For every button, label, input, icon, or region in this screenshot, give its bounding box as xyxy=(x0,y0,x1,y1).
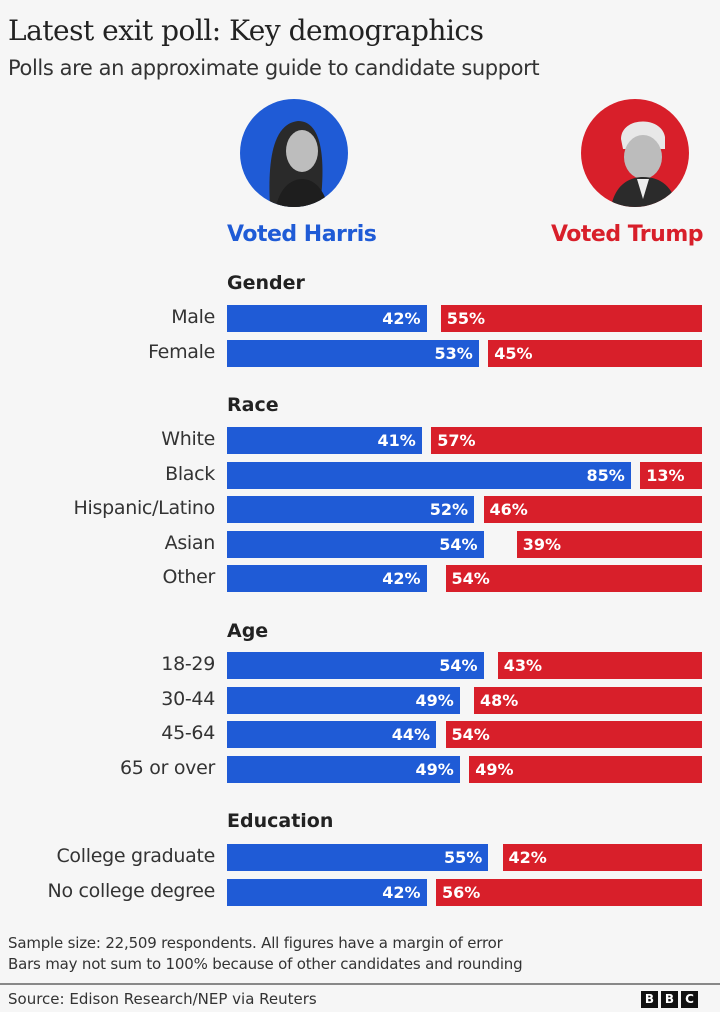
harris-value: 49% xyxy=(415,759,454,779)
trump-bar: 54% xyxy=(445,565,702,592)
trump-bar: 43% xyxy=(497,652,702,679)
group-heading: Education xyxy=(227,810,334,832)
harris-value: 54% xyxy=(439,534,478,554)
harris-value: 52% xyxy=(429,500,468,519)
harris-bar: 42% xyxy=(227,305,427,332)
trump-bar: 56% xyxy=(436,878,702,906)
group-heading: Gender xyxy=(227,272,305,294)
chart-title: Latest exit poll: Key demographics xyxy=(8,14,484,47)
row-label: Asian xyxy=(164,531,216,554)
row-label: Black xyxy=(165,462,215,485)
row-label: Female xyxy=(148,340,215,363)
trump-bar: 54% xyxy=(445,721,702,748)
note-sample-size: Sample size: 22,509 respondents. All fig… xyxy=(8,934,503,952)
row-label: 30-44 xyxy=(161,687,215,710)
harris-bar: 52% xyxy=(227,496,474,523)
trump-bar: 42% xyxy=(502,844,702,871)
harris-value: 55% xyxy=(443,848,483,867)
chart-subtitle: Polls are an approximate guide to candid… xyxy=(8,56,540,80)
note-rounding: Bars may not sum to 100% because of othe… xyxy=(8,955,523,973)
harris-value: 85% xyxy=(586,465,625,485)
trump-bar: 55% xyxy=(440,305,702,332)
trump-bar: 39% xyxy=(516,530,702,558)
trump-bar: 57% xyxy=(431,427,702,454)
trump-value: 13% xyxy=(646,465,685,485)
harris-value: 42% xyxy=(382,569,421,588)
row-label: 45-64 xyxy=(161,722,215,744)
harris-portrait xyxy=(240,99,348,207)
harris-bar: 54% xyxy=(227,652,484,679)
harris-bar: 42% xyxy=(227,565,427,592)
divider xyxy=(0,983,720,985)
trump-value: 43% xyxy=(503,656,543,675)
trump-bar: 49% xyxy=(469,755,702,783)
harris-bar: 42% xyxy=(227,878,427,906)
row-label: 65 or over xyxy=(119,756,215,779)
harris-bar: 49% xyxy=(227,755,460,783)
harris-value: 54% xyxy=(439,656,478,675)
trump-bar: 48% xyxy=(474,686,702,714)
harris-bar: 55% xyxy=(227,844,489,871)
harris-value: 49% xyxy=(415,690,454,710)
trump-value: 55% xyxy=(446,309,486,328)
trump-portrait xyxy=(581,99,689,207)
harris-label: Voted Harris xyxy=(227,222,377,247)
harris-bar: 41% xyxy=(227,427,422,454)
row-label: Hispanic/Latino xyxy=(73,497,216,519)
trump-value: 54% xyxy=(451,725,490,744)
harris-bar: 44% xyxy=(227,721,436,748)
harris-value: 53% xyxy=(434,343,473,363)
trump-value: 57% xyxy=(437,431,476,450)
row-label: White xyxy=(161,428,215,450)
trump-label: Voted Trump xyxy=(550,222,704,247)
harris-value: 44% xyxy=(391,725,430,744)
harris-bar: 49% xyxy=(227,686,460,714)
trump-value: 46% xyxy=(489,500,528,519)
harris-bar: 85% xyxy=(227,461,631,489)
source: Source: Edison Research/NEP via Reuters xyxy=(8,990,317,1008)
group-heading: Race xyxy=(227,394,279,416)
row-label: 18-29 xyxy=(161,653,215,675)
trump-bar: 46% xyxy=(483,496,702,523)
row-label: Other xyxy=(162,566,216,588)
trump-bar: 45% xyxy=(488,339,702,367)
trump-value: 56% xyxy=(442,882,481,902)
harris-value: 41% xyxy=(377,431,416,450)
row-label: College graduate xyxy=(56,845,215,867)
trump-bar: 13% xyxy=(640,461,702,489)
group-heading: Age xyxy=(227,620,269,642)
harris-bar: 54% xyxy=(227,530,484,558)
harris-value: 42% xyxy=(382,309,421,328)
trump-value: 49% xyxy=(475,759,514,779)
trump-value: 39% xyxy=(522,534,562,554)
trump-value: 45% xyxy=(494,343,533,363)
harris-value: 42% xyxy=(382,882,421,902)
trump-value: 42% xyxy=(508,848,547,867)
trump-value: 54% xyxy=(451,569,490,588)
row-label: No college degree xyxy=(47,879,216,902)
harris-bar: 53% xyxy=(227,339,479,367)
trump-value: 48% xyxy=(480,690,519,710)
row-label: Male xyxy=(171,306,215,328)
